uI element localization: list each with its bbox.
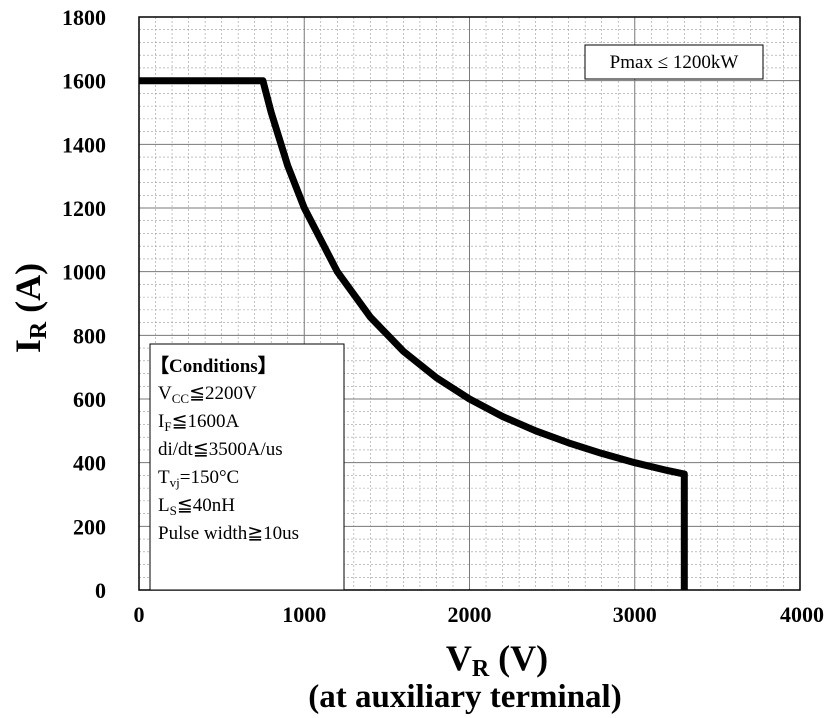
y-tick-label: 800 — [73, 323, 106, 348]
x-tick-label: 3000 — [613, 602, 657, 627]
condition-main: V — [158, 383, 172, 404]
y-tick-label: 1000 — [62, 260, 106, 285]
condition-line: Pulse width≧10us — [158, 523, 299, 544]
condition-main: L — [158, 495, 170, 516]
condition-line: Tvj=150°C — [158, 467, 239, 490]
x-axis-title: VR (V) — [446, 638, 548, 682]
condition-line: VCC≦2200V — [158, 383, 257, 406]
x-tick-label: 0 — [134, 602, 145, 627]
x-axis-title-unit: (V) — [489, 638, 548, 678]
x-tick-label: 4000 — [780, 602, 824, 627]
y-axis-title-main: I — [8, 339, 48, 353]
condition-rest: =150°C — [180, 467, 240, 488]
y-tick-label: 1400 — [62, 132, 106, 157]
series-layer — [139, 77, 688, 590]
pmax-annotation: Pmax ≤ 1200kW — [584, 44, 764, 80]
condition-main: T — [158, 467, 170, 488]
y-tick-labels: 0 200 400 600 800 1000 1200 1400 1600 1800 — [62, 5, 106, 603]
condition-main: di/dt≦3500A/us — [158, 439, 283, 460]
x-axis-title-sub: R — [472, 656, 490, 682]
y-tick-label: 200 — [73, 514, 106, 539]
plot-frame — [138, 16, 801, 591]
condition-main: I — [158, 411, 164, 432]
x-axis-caption: (at auxiliary terminal) — [308, 679, 621, 715]
condition-line: IF≦1600A — [158, 411, 239, 434]
condition-line: di/dt≦3500A/us — [158, 439, 283, 460]
y-tick-label: 600 — [73, 387, 106, 412]
condition-main: Pulse width≧10us — [158, 523, 299, 544]
y-tick-label: 1200 — [62, 196, 106, 221]
pmax-label: Pmax ≤ 1200kW — [610, 52, 739, 73]
condition-sub: F — [164, 419, 171, 434]
y-axis-title-sub: R — [26, 321, 52, 339]
pmax-box — [584, 44, 764, 80]
condition-sub: vj — [170, 475, 180, 490]
x-axis-title-main: V — [446, 638, 472, 678]
x-tick-label: 2000 — [448, 602, 492, 627]
conditions-frame — [149, 343, 345, 591]
y-tick-label: 0 — [95, 578, 106, 603]
y-tick-label: 1600 — [62, 69, 106, 94]
series-line — [139, 77, 688, 590]
y-tick-label: 1800 — [62, 5, 106, 30]
x-tick-labels: 0 1000 2000 3000 4000 — [134, 602, 825, 627]
condition-rest: ≦1600A — [172, 411, 240, 432]
condition-line: LS≦40nH — [158, 495, 235, 518]
condition-rest: ≦2200V — [189, 383, 257, 404]
condition-sub: CC — [172, 391, 189, 406]
y-tick-label: 400 — [73, 451, 106, 476]
x-tick-label: 1000 — [282, 602, 326, 627]
y-axis-title-unit: (A) — [8, 263, 48, 322]
y-axis-title: IR (A) — [8, 263, 52, 353]
condition-rest: ≦40nH — [177, 495, 235, 516]
conditions-box: 【Conditions】 VCC≦2200V IF≦1600A di/dt≦3500… — [149, 343, 345, 591]
condition-sub: S — [170, 503, 177, 518]
conditions-lines: VCC≦2200V IF≦1600A di/dt≦3500A/us Tvj=150°C… — [158, 383, 299, 544]
conditions-title: 【Conditions】 — [150, 354, 277, 377]
